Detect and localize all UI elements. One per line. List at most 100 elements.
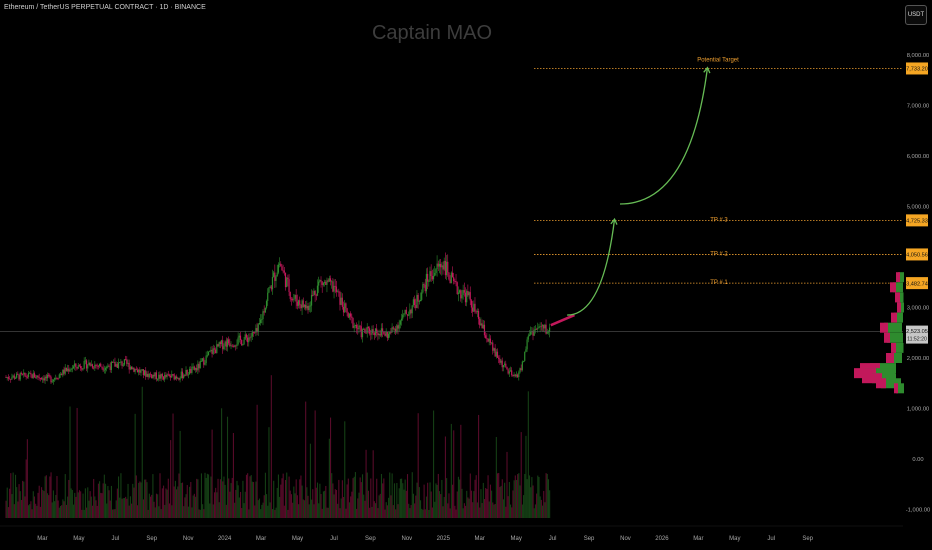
volume-bar: [173, 486, 175, 518]
volume-bar: [539, 496, 541, 518]
candle-body: [194, 368, 197, 370]
candle-body: [164, 374, 166, 380]
volume-bar: [312, 489, 314, 518]
candle-body: [355, 324, 358, 329]
candle-body: [543, 325, 545, 329]
volume-bar: [318, 503, 320, 518]
x-tick-label: 2025: [437, 536, 451, 542]
candle-body: [292, 298, 294, 300]
volume-bar: [524, 473, 526, 518]
volume-bar: [197, 479, 199, 518]
candle-body: [400, 318, 403, 321]
volume-bar: [39, 506, 41, 518]
current-price-tag: [906, 325, 928, 344]
candle-body: [488, 338, 490, 342]
candle-body: [352, 317, 354, 328]
level-price-tag: [906, 248, 928, 261]
volume-bar: [511, 507, 513, 518]
candle-body: [450, 272, 452, 284]
candle-body: [12, 375, 14, 378]
candle-body: [282, 270, 284, 272]
candle-body: [521, 361, 523, 371]
candle-body: [350, 313, 352, 317]
candle-body: [456, 282, 458, 294]
volume-bar: [451, 484, 454, 518]
candle-body: [235, 345, 237, 347]
candle-body: [485, 335, 487, 339]
volume-bar: [325, 485, 327, 518]
candle-body: [397, 325, 399, 329]
candle-body: [396, 325, 398, 333]
volume-bar: [492, 502, 494, 518]
candle-body: [141, 369, 143, 371]
candle-body: [434, 273, 436, 276]
volume-bar: [131, 503, 133, 518]
candle-body: [503, 363, 506, 366]
candle-body: [243, 339, 245, 345]
volume-bar: [485, 487, 487, 518]
volume-bar: [433, 410, 435, 518]
volume-bar: [531, 477, 533, 518]
candle-body: [244, 334, 246, 340]
candle-body: [5, 377, 7, 378]
candle-body: [265, 300, 268, 308]
profile-up: [887, 332, 903, 343]
volume-bar: [24, 496, 26, 518]
volume-bar: [109, 500, 111, 518]
candle-body: [7, 377, 9, 379]
candle-body: [107, 365, 109, 368]
candle-body: [23, 372, 25, 375]
candle-body: [66, 368, 69, 371]
candle-body: [97, 365, 99, 367]
currency-unit-button[interactable]: USDT: [905, 5, 927, 25]
volume-bar: [519, 485, 521, 518]
volume-bar: [149, 496, 152, 518]
volume-bar: [139, 481, 141, 518]
volume-bar: [316, 482, 319, 518]
volume-profile: [854, 272, 904, 394]
candle-body: [177, 378, 179, 379]
volume-bar: [209, 503, 211, 518]
volume-bar: [121, 498, 123, 518]
candle-body: [135, 368, 137, 370]
profile-down: [886, 353, 894, 363]
candle-body: [464, 292, 467, 303]
level-label: TP # 3: [710, 217, 728, 223]
volume-bar: [257, 500, 259, 518]
volume-bar: [347, 478, 349, 518]
candle-body: [129, 366, 131, 370]
volume-bar: [329, 417, 332, 518]
volume-bar: [103, 474, 105, 518]
volume-bar: [194, 496, 197, 518]
candle-body: [260, 319, 262, 323]
x-tick-label: Sep: [802, 536, 813, 542]
candle-body: [288, 279, 290, 292]
candle-body: [142, 369, 144, 376]
candle-body: [146, 373, 148, 377]
candle-body: [334, 285, 336, 287]
volume-bar: [383, 478, 385, 518]
candle-body: [364, 329, 366, 333]
candle-body: [320, 280, 322, 282]
volume-bar: [479, 507, 481, 518]
volume-bar: [298, 504, 300, 518]
volume-bar: [238, 497, 240, 518]
candle-body: [63, 369, 65, 374]
candle-body: [366, 326, 368, 334]
candle-body: [307, 305, 309, 311]
volume-bar: [351, 491, 353, 518]
volume-bar: [469, 473, 471, 518]
volume-bar: [38, 485, 40, 518]
volume-bar: [478, 414, 480, 518]
candle-body: [231, 345, 233, 347]
volume-bar: [81, 509, 83, 518]
candle-body: [78, 365, 81, 367]
candle-body: [515, 374, 518, 377]
candle-body: [199, 361, 201, 369]
current-price-text: 2,523.05: [906, 329, 928, 335]
volume-bar: [75, 496, 77, 518]
candle-body: [216, 344, 218, 354]
candle-body: [548, 327, 551, 332]
x-tick-label: Nov: [183, 536, 194, 542]
